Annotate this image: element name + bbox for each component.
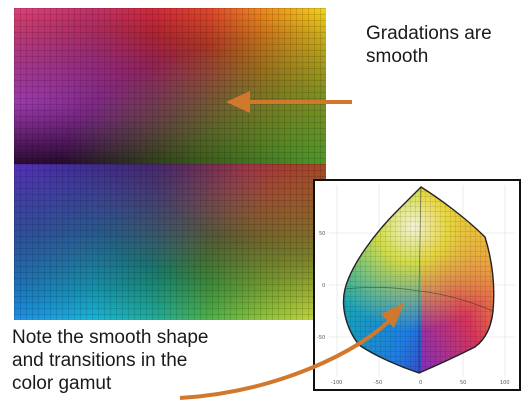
x-tick-label: -50 (374, 380, 382, 386)
color-gradient-swatch (14, 8, 326, 320)
x-tick-label: 0 (419, 380, 422, 386)
gamut-plot: 50 0 -50 -100 -50 0 50 100 (317, 185, 515, 386)
caption-gamut-line-1: Note the smooth shape (12, 327, 209, 348)
y-tick-label: -50 (317, 335, 325, 341)
swatch-bottom-tint (14, 164, 326, 320)
caption-gradations: Gradations are smooth (366, 22, 526, 68)
swatch-grid (14, 8, 326, 320)
x-tick-label: 100 (500, 380, 510, 386)
caption-gamut: Note the smooth shape and transitions in… (12, 326, 252, 395)
y-tick-label: 50 (319, 231, 325, 237)
caption-gamut-line-3: color gamut (12, 373, 112, 394)
swatch-top-tint (14, 8, 326, 164)
gamut-outline (342, 186, 495, 374)
caption-gamut-line-2: and transitions in the (12, 350, 188, 371)
gamut-plot-panel: 50 0 -50 -100 -50 0 50 100 (313, 179, 521, 391)
x-tick-label: -100 (331, 380, 342, 386)
caption-gradations-line-2: smooth (366, 46, 429, 67)
y-tick-label: 0 (322, 283, 325, 289)
x-tick-label: 50 (460, 380, 466, 386)
caption-gradations-line-1: Gradations are (366, 23, 492, 44)
